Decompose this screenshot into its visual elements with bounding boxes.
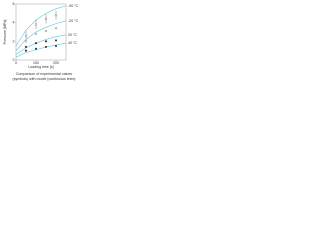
data-symbol	[34, 42, 38, 45]
model-line	[15, 42, 67, 58]
x-tick-label: 0	[15, 61, 17, 65]
model-line	[15, 20, 67, 51]
y-tick-label: 2	[13, 39, 15, 43]
data-symbol	[24, 49, 28, 52]
data-symbol	[34, 47, 38, 50]
line-label: -20 °C	[68, 19, 79, 23]
x-axis-label: Loading time [s]	[28, 65, 53, 69]
y-tick-label: 0	[13, 58, 15, 62]
data-symbol	[24, 45, 28, 48]
data-symbol	[44, 45, 48, 48]
data-symbol	[54, 39, 58, 42]
data-symbol	[34, 23, 38, 26]
line-label: 40 °C	[68, 41, 77, 45]
plot-frame	[15, 3, 67, 61]
data-symbol	[44, 30, 48, 33]
x-tick-label: 100	[33, 61, 39, 65]
data-symbol	[34, 32, 38, 35]
data-symbol	[54, 14, 58, 17]
y-tick-label: 4	[13, 21, 15, 25]
data-symbol	[24, 40, 28, 43]
line-label: -90 °C	[68, 4, 79, 8]
data-symbol	[54, 27, 58, 30]
caption: Comparison of experimental values	[16, 72, 73, 76]
caption: (symbols) with model (continuous lines)	[13, 77, 76, 81]
line-label: 20 °C	[68, 33, 77, 37]
chart: Pressure [MPa] Loading time [s] Comparis…	[3, 2, 79, 81]
data-symbol	[44, 17, 48, 20]
data-symbol	[24, 34, 28, 37]
y-tick-label: 6	[13, 2, 15, 6]
data-symbol	[54, 44, 58, 48]
data-symbol	[44, 40, 48, 43]
y-axis-label: Pressure [MPa]	[3, 20, 7, 45]
model-line	[15, 34, 67, 55]
x-tick-label: 200	[53, 61, 59, 65]
model-line	[15, 5, 67, 47]
